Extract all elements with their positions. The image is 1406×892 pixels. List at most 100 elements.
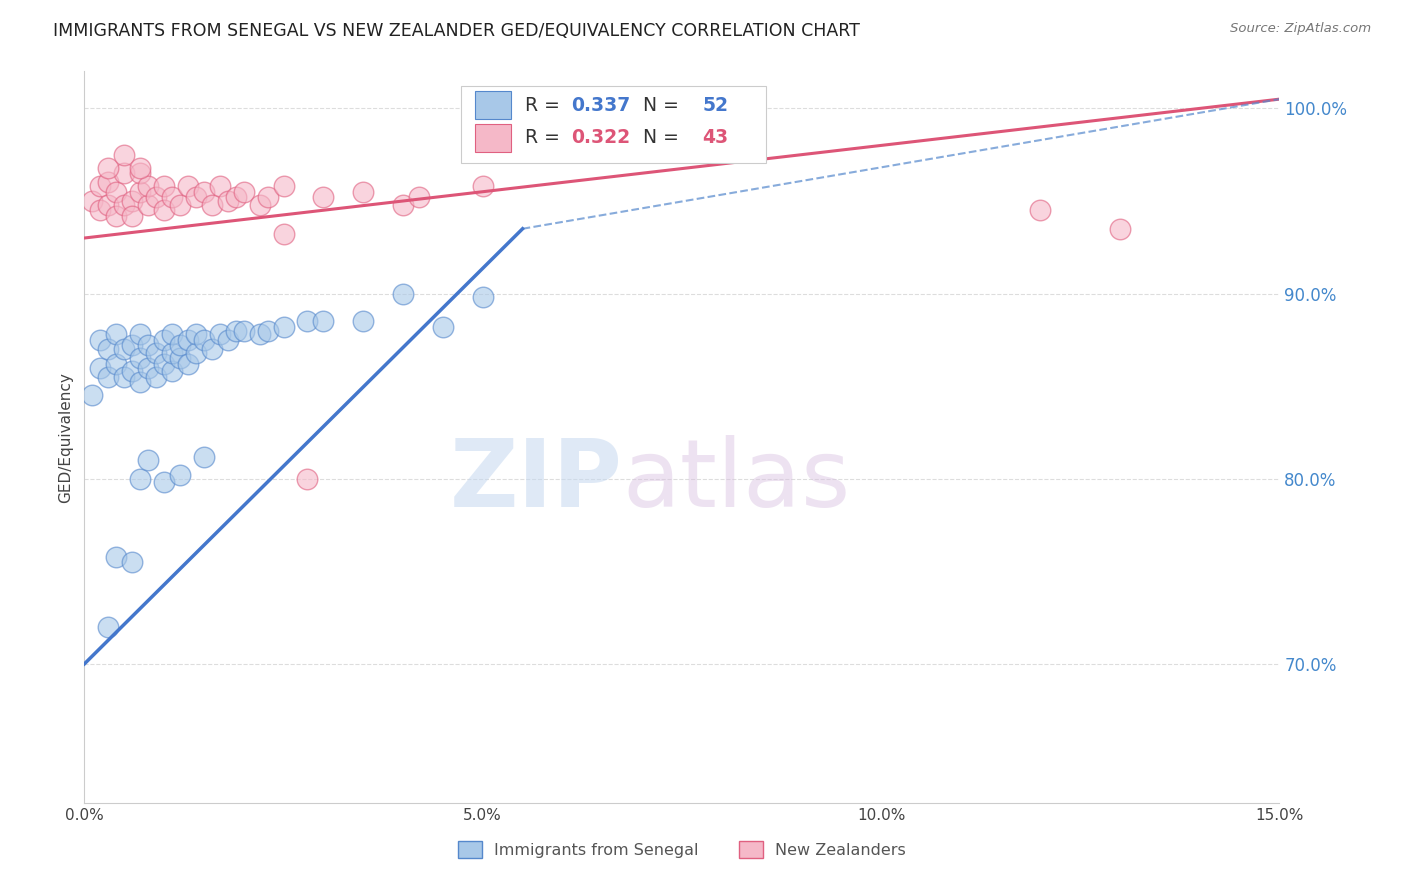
- Text: 52: 52: [702, 95, 728, 114]
- Point: [129, 472, 152, 486]
- Point: [160, 346, 183, 360]
- Point: [201, 342, 224, 356]
- Point: [256, 190, 278, 204]
- Point: [105, 357, 128, 371]
- Point: [121, 555, 143, 569]
- Point: [121, 209, 143, 223]
- Point: [217, 333, 239, 347]
- Point: [169, 197, 191, 211]
- Point: [249, 197, 271, 211]
- Point: [193, 185, 215, 199]
- Point: [129, 166, 152, 180]
- Point: [153, 475, 176, 490]
- Point: [392, 197, 415, 211]
- Point: [121, 364, 143, 378]
- Point: [145, 190, 167, 204]
- Point: [112, 147, 135, 161]
- Point: [177, 333, 200, 347]
- Point: [89, 333, 111, 347]
- Point: [112, 342, 135, 356]
- Point: [112, 197, 135, 211]
- Point: [1109, 221, 1132, 235]
- Point: [121, 338, 143, 352]
- Point: [169, 468, 191, 483]
- FancyBboxPatch shape: [461, 86, 766, 163]
- Point: [312, 314, 335, 328]
- Point: [312, 190, 335, 204]
- Text: 43: 43: [702, 128, 728, 147]
- Point: [1029, 203, 1052, 218]
- Point: [97, 370, 120, 384]
- Point: [136, 338, 159, 352]
- Text: N =: N =: [630, 128, 685, 147]
- Text: 0.322: 0.322: [571, 128, 630, 147]
- Point: [232, 185, 254, 199]
- Point: [184, 346, 207, 360]
- Text: R =: R =: [526, 95, 567, 114]
- Text: IMMIGRANTS FROM SENEGAL VS NEW ZEALANDER GED/EQUIVALENCY CORRELATION CHART: IMMIGRANTS FROM SENEGAL VS NEW ZEALANDER…: [53, 22, 860, 40]
- Point: [97, 342, 120, 356]
- Point: [82, 194, 104, 208]
- Point: [145, 346, 167, 360]
- Point: [297, 472, 319, 486]
- Point: [273, 319, 295, 334]
- Point: [136, 197, 159, 211]
- Point: [89, 179, 111, 194]
- Point: [352, 314, 374, 328]
- Point: [89, 360, 111, 375]
- Point: [169, 338, 191, 352]
- Point: [225, 190, 247, 204]
- Point: [129, 327, 152, 342]
- Point: [82, 388, 104, 402]
- Point: [471, 290, 494, 304]
- Point: [105, 327, 128, 342]
- Point: [249, 327, 271, 342]
- Point: [184, 327, 207, 342]
- Legend: Immigrants from Senegal, New Zealanders: Immigrants from Senegal, New Zealanders: [451, 835, 912, 864]
- Point: [97, 176, 120, 190]
- Point: [105, 185, 128, 199]
- Text: ZIP: ZIP: [450, 435, 623, 527]
- Y-axis label: GED/Equivalency: GED/Equivalency: [58, 372, 73, 502]
- FancyBboxPatch shape: [475, 91, 510, 119]
- Point: [105, 549, 128, 564]
- Point: [432, 319, 454, 334]
- Point: [97, 161, 120, 175]
- Point: [408, 190, 430, 204]
- Point: [208, 327, 231, 342]
- Point: [471, 179, 494, 194]
- Point: [201, 197, 224, 211]
- Point: [177, 179, 200, 194]
- Point: [217, 194, 239, 208]
- Point: [160, 327, 183, 342]
- Point: [225, 324, 247, 338]
- Text: 0.337: 0.337: [571, 95, 630, 114]
- Point: [160, 190, 183, 204]
- Point: [97, 620, 120, 634]
- Text: R =: R =: [526, 128, 567, 147]
- Point: [208, 179, 231, 194]
- Point: [129, 376, 152, 390]
- Point: [153, 203, 176, 218]
- Point: [153, 179, 176, 194]
- Point: [273, 227, 295, 242]
- FancyBboxPatch shape: [475, 124, 510, 152]
- Text: N =: N =: [630, 95, 685, 114]
- Point: [112, 166, 135, 180]
- Point: [184, 190, 207, 204]
- Point: [177, 357, 200, 371]
- Point: [136, 179, 159, 194]
- Point: [105, 209, 128, 223]
- Point: [153, 357, 176, 371]
- Point: [352, 185, 374, 199]
- Point: [273, 179, 295, 194]
- Point: [136, 453, 159, 467]
- Point: [160, 364, 183, 378]
- Text: atlas: atlas: [623, 435, 851, 527]
- Point: [129, 351, 152, 366]
- Point: [121, 194, 143, 208]
- Point: [89, 203, 111, 218]
- Point: [129, 161, 152, 175]
- Point: [392, 286, 415, 301]
- Point: [153, 333, 176, 347]
